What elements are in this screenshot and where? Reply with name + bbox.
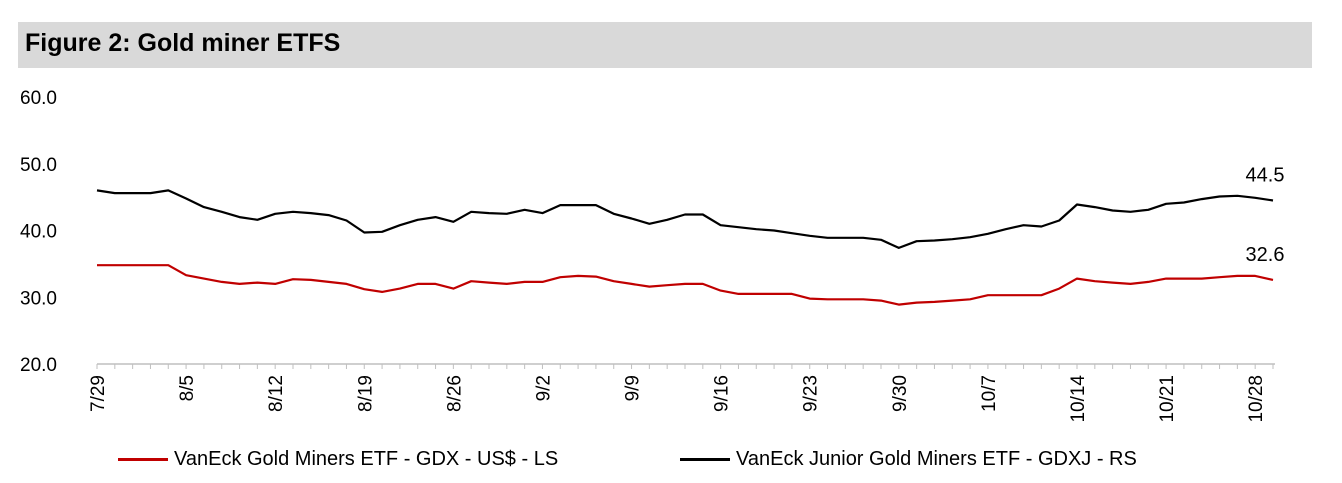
legend-line-gdxj [680,458,730,461]
x-tick-label: 8/12 [266,375,287,412]
x-tick-label: 8/19 [355,375,376,412]
legend-line-gdx [118,458,168,461]
figure-title: Figure 2: Gold miner ETFS [25,29,341,57]
end-value-label-gdx: 32.6 [1246,244,1285,266]
y-tick-label: 30.0 [20,288,57,309]
x-tick-label: 9/30 [890,375,911,412]
x-tick-label: 9/9 [623,375,644,401]
y-tick-label: 40.0 [20,222,57,243]
x-tick-label: 9/23 [801,375,822,412]
y-tick-label: 20.0 [20,355,57,376]
y-tick-label: 50.0 [20,155,57,176]
x-tick-label: 9/2 [533,375,554,401]
legend-item-gdx: VanEck Gold Miners ETF - GDX - US$ - LS [118,448,558,471]
end-value-label-gdxj: 44.5 [1246,164,1285,186]
y-tick-label: 60.0 [20,88,57,109]
legend-label-gdxj: VanEck Junior Gold Miners ETF - GDXJ - R… [736,448,1137,470]
x-tick-label: 7/29 [88,375,109,412]
x-tick-label: 8/5 [177,375,198,401]
x-tick-label: 10/14 [1068,375,1089,423]
figure-title-bar: Figure 2: Gold miner ETFS [18,22,1312,68]
legend-label-gdx: VanEck Gold Miners ETF - GDX - US$ - LS [174,448,559,470]
series-line-gdxj [96,189,1274,249]
series-line-gdx [97,264,1274,306]
x-tick-label: 9/16 [712,375,733,412]
x-tick-label: 10/28 [1246,375,1267,423]
x-tick-label: 10/7 [979,375,1000,412]
x-tick-label: 10/21 [1157,375,1178,423]
x-tick-label: 8/26 [444,375,465,412]
legend-item-gdxj: VanEck Junior Gold Miners ETF - GDXJ - R… [680,448,1137,471]
chart-legend: VanEck Gold Miners ETF - GDX - US$ - LS … [0,448,1342,474]
